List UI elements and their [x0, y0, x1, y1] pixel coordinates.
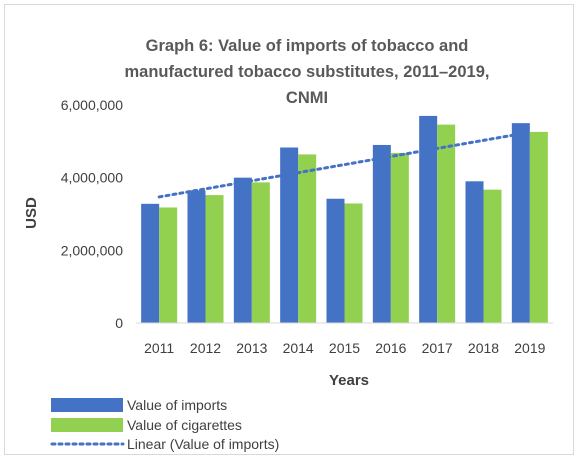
- y-tick-label: 4,000,000: [61, 170, 123, 186]
- x-axis-title: Years: [329, 372, 369, 389]
- bar-imports-2019: [511, 123, 530, 324]
- legend-label-trendline: Linear (Value of imports): [127, 436, 279, 452]
- x-tick-label-2014: 2014: [283, 340, 314, 356]
- legend-label-imports: Value of imports: [127, 397, 227, 413]
- bar-cigarettes-2011: [159, 207, 178, 323]
- chart-title: Graph 6: Value of imports of tobacco and…: [125, 37, 490, 107]
- chart-title-line-1: Graph 6: Value of imports of tobacco and: [146, 37, 469, 55]
- bar-imports-2015: [326, 198, 345, 323]
- legend: Value of imports Value of cigarettes Lin…: [50, 397, 279, 452]
- legend-swatch-imports: [51, 398, 123, 412]
- chart: Graph 6: Value of imports of tobacco and…: [23, 37, 553, 452]
- trendline-group: [157, 130, 532, 199]
- bar-imports-2017: [419, 115, 438, 324]
- bars: [141, 115, 548, 324]
- bar-cigarettes-2016: [390, 152, 409, 323]
- x-tick-label-2018: 2018: [468, 340, 499, 356]
- trendline: [157, 130, 532, 199]
- legend-label-cigarettes: Value of cigarettes: [127, 417, 242, 433]
- bar-imports-2018: [465, 181, 484, 323]
- bar-imports-2016: [372, 144, 391, 323]
- x-tick-label-2013: 2013: [236, 340, 267, 356]
- y-tick-label: 2,000,000: [61, 242, 123, 258]
- bar-imports-2014: [280, 147, 299, 323]
- x-tick-label-2012: 2012: [190, 340, 221, 356]
- bar-cigarettes-2012: [205, 195, 224, 323]
- x-tick-label-2019: 2019: [514, 340, 545, 356]
- bar-cigarettes-2017: [437, 124, 456, 324]
- bar-cigarettes-2015: [344, 203, 363, 323]
- chart-frame: Graph 6: Value of imports of tobacco and…: [4, 4, 574, 455]
- y-tick-label: 0: [115, 315, 123, 331]
- chart-title-line-2: manufactured tobacco substitutes, 2011–2…: [125, 63, 490, 81]
- x-tick-label-2017: 2017: [422, 340, 453, 356]
- bar-cigarettes-2013: [251, 182, 270, 323]
- bar-cigarettes-2018: [483, 189, 502, 323]
- x-tick-label-2015: 2015: [329, 340, 360, 356]
- x-tick-label-2016: 2016: [375, 340, 406, 356]
- bar-cigarettes-2014: [298, 154, 317, 323]
- bar-cigarettes-2019: [529, 131, 548, 323]
- y-tick-label: 6,000,000: [61, 97, 123, 113]
- y-axis-title: USD: [23, 197, 40, 229]
- y-axis-ticks: 0 2,000,000 4,000,000 6,000,000: [61, 97, 124, 331]
- chart-title-line-3: CNMI: [286, 89, 328, 107]
- bar-imports-2013: [233, 177, 252, 323]
- x-axis-ticks: 2011 2012 2013 2014 2015 2016 2017 2018 2019: [144, 340, 546, 356]
- legend-swatch-cigarettes: [51, 418, 123, 432]
- bar-imports-2011: [141, 203, 160, 323]
- bar-imports-2012: [187, 190, 206, 323]
- x-tick-label-2011: 2011: [144, 340, 174, 356]
